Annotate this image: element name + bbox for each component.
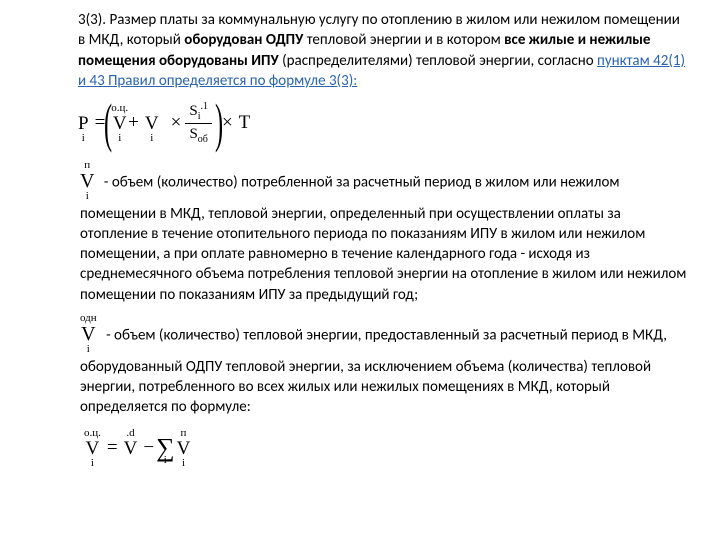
times-sign: × bbox=[171, 110, 182, 136]
sym-Vn: п V i bbox=[177, 428, 191, 469]
left-paren-icon: ( bbox=[104, 99, 112, 148]
definition-vi-odn: одн V i - объем (количество) тепловой эн… bbox=[80, 315, 688, 418]
sym-V1: о.ц. V i bbox=[111, 103, 128, 144]
eq-sign-2: = bbox=[107, 435, 118, 461]
intro-part2: тепловой энергии и в котором bbox=[303, 31, 504, 49]
fraction-S: Si.1 Sоб bbox=[185, 100, 212, 147]
definition-vi-p: п V i - объем (количество) потребленной … bbox=[80, 162, 688, 305]
intro-bold1: оборудован ОДПУ bbox=[184, 31, 303, 49]
minus-sign: − bbox=[143, 435, 154, 461]
right-paren-icon: ) bbox=[215, 99, 223, 148]
sym-P: P i bbox=[78, 103, 89, 144]
intro-part3: (распределителями) тепловой энергии, сог… bbox=[279, 52, 597, 70]
sym-Vi-odn: одн V i bbox=[80, 313, 97, 355]
sym-V2: V i bbox=[145, 103, 159, 144]
sum-icon: ∑ i bbox=[156, 431, 175, 465]
formula-volume: о.ц. V i = .d V − ∑ i п V i bbox=[84, 428, 688, 469]
formula-main: P i = ( о.ц. V i + V i × Si.1 Sоб ) × bbox=[78, 99, 688, 148]
plus-sign: + bbox=[128, 110, 139, 136]
sym-Vd: .d V bbox=[124, 428, 138, 469]
document-page: 3(3). Размер платы за коммунальную услуг… bbox=[0, 0, 720, 479]
def1-text: - объем (количество) потребленной за рас… bbox=[80, 173, 686, 303]
sym-Vi-p: п V i bbox=[80, 160, 94, 202]
intro-paragraph: 3(3). Размер платы за коммунальную услуг… bbox=[78, 10, 688, 91]
sym-lhs: о.ц. V i bbox=[84, 428, 101, 469]
def2-text: - объем (количество) тепловой энергии, п… bbox=[80, 326, 667, 416]
times-sign-2: × bbox=[222, 110, 233, 136]
sym-T: T bbox=[239, 110, 251, 136]
